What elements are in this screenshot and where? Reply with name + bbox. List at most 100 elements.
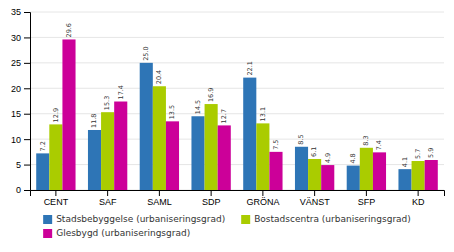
data-label: 14.5 [194,100,202,114]
data-label: 7.5 [272,140,280,150]
x-axis: CENT SAF SAML SDP GRÖNA VÄNST SFP KD [31,190,445,207]
x-tick: SAML [147,190,172,207]
x-tick-label: SAML [147,197,172,207]
legend-swatch [241,215,250,224]
x-tick-mark [55,190,56,196]
grid [30,12,444,190]
y-tick: 5 [16,160,30,170]
data-label: 13.5 [168,105,176,119]
y-axis-line [24,13,31,191]
y-tick: 10 [11,135,30,145]
bar [295,147,308,190]
data-label: 20.4 [155,70,163,84]
data-label: 11.8 [90,114,98,128]
data-label: 29.6 [65,23,73,37]
x-tick-label: SDP [202,197,221,207]
legend-item: Glesbygd (urbaniseringsgrad) [43,228,190,238]
bar [153,86,166,190]
x-tick: SAF [99,190,117,207]
data-label: 12.7 [220,109,228,123]
bar [101,112,114,190]
x-tick-mark [159,190,160,196]
x-tick-mark [418,190,419,196]
bar-series [36,63,411,190]
bar [425,160,438,190]
legend-swatch [43,215,52,224]
x-tick: VÄNST [300,190,331,207]
y-tick-label: 20 [11,84,21,94]
y-tick-label: 15 [11,109,21,119]
x-tick-label: GRÖNA [246,197,279,207]
x-tick: KD [412,190,425,207]
x-tick: SDP [202,190,221,207]
x-tick-label: VÄNST [300,197,331,207]
y-tick-mark [24,190,30,191]
bar [88,130,101,190]
grid-line [30,37,444,38]
x-tick: SFP [358,190,376,207]
bar [360,148,373,190]
y-tick-mark [24,139,30,140]
data-label: 5.7 [414,149,422,159]
bar [256,123,269,190]
bar [269,152,282,190]
x-tick-mark [366,190,367,196]
bar-series [62,39,437,190]
y-axis: 05101520253035 [11,7,31,195]
bar [36,153,49,190]
data-label: 15.3 [103,96,111,110]
data-label: 7.2 [39,141,47,151]
bar [373,152,386,190]
plot: 05101520253035CENTSAFSAMLSDPGRÖNAVÄNSTSF… [11,7,445,207]
data-label: 16.9 [207,88,215,102]
x-tick-label: KD [412,197,425,207]
bar [114,102,127,190]
x-tick-mark [262,190,263,196]
data-label: 22.1 [246,61,254,75]
bar [321,165,334,190]
y-tick-mark [24,165,30,166]
y-tick-label: 30 [11,33,21,43]
y-tick-label: 5 [16,160,21,170]
bar [166,121,179,190]
data-label: 7.4 [375,140,383,150]
x-tick-mark [314,190,315,196]
data-label: 25.0 [142,46,150,60]
legend-swatch [43,229,52,238]
chart: 05101520253035CENTSAFSAMLSDPGRÖNAVÄNSTSF… [0,0,454,252]
legend-item: Bostadscentra (urbaniseringsgrad) [241,214,411,224]
x-tick: CENT [44,190,69,207]
x-tick-mark [107,190,108,196]
legend-label: Glesbygd (urbaniseringsgrad) [56,228,190,238]
x-tick-mark [211,190,212,196]
legend: Stadsbebyggelse (urbaniseringsgrad) Bosta… [43,214,411,238]
x-tick-label: CENT [44,197,69,207]
y-tick: 35 [11,7,30,17]
legend-label: Stadsbebyggelse (urbaniseringsgrad) [56,214,225,224]
legend-item: Stadsbebyggelse (urbaniseringsgrad) [43,214,225,224]
x-tick-label: SFP [358,197,376,207]
y-tick: 30 [11,33,30,43]
y-tick: 15 [11,109,30,119]
y-tick-mark [24,12,30,13]
data-label: 5.9 [427,148,435,158]
bar [191,116,204,190]
grid-line [30,62,444,63]
y-tick: 0 [16,185,30,195]
bar [49,124,62,190]
data-label: 17.4 [117,85,125,99]
legend-label: Bostadscentra (urbaniseringsgrad) [254,214,411,224]
y-tick-label: 35 [11,7,21,17]
bar [347,166,360,190]
data-label: 6.1 [310,147,318,157]
data-label: 4.1 [401,157,409,167]
data-label: 8.3 [362,135,370,145]
data-labels: 7.211.825.014.522.18.54.84.112.915.320.4… [39,23,435,167]
bar-series [49,86,424,190]
y-tick-label: 0 [16,185,21,195]
x-axis-line [31,191,445,197]
y-tick-label: 10 [11,135,21,145]
bar [308,159,321,190]
x-tick-label: SAF [99,197,117,207]
bar [218,125,231,190]
